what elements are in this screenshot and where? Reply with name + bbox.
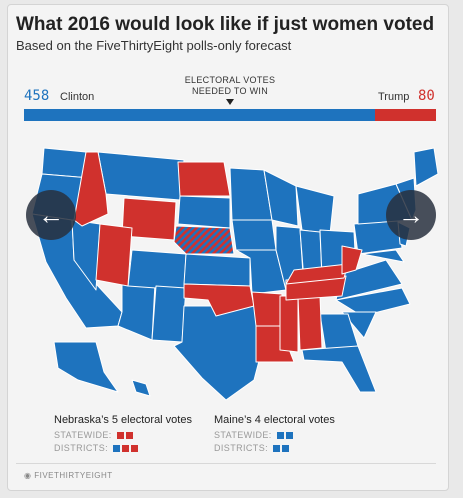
next-slide-button[interactable]: → [386, 190, 436, 240]
arrow-right-icon: → [398, 200, 424, 230]
state-alabama [297, 295, 323, 351]
state-south-carolina [341, 311, 377, 339]
state-wisconsin [263, 169, 299, 227]
trump-votes: 80 [418, 88, 435, 104]
legend-square-trump [116, 432, 124, 440]
state-florida [301, 345, 377, 393]
nebraska-legend-title: Nebraska’s 5 electoral votes [54, 414, 192, 426]
trump-bar-segment [374, 109, 436, 121]
state-maryland [361, 249, 405, 263]
footer-brand: ◉ FIVETHIRTYEIGHT [24, 471, 113, 480]
state-north-dakota [177, 161, 231, 197]
nebraska-district-squares [111, 443, 138, 453]
us-states-map [31, 147, 439, 401]
state-north-carolina [335, 287, 411, 317]
fivethirtyeight-logo-icon: ◉ [24, 471, 32, 480]
nebraska-statewide-squares [115, 430, 133, 440]
nebraska-statewide-row: STATEWIDE: [54, 430, 133, 440]
state-nebraska [173, 225, 235, 255]
state-louisiana [255, 325, 295, 363]
state-alaska [53, 341, 119, 393]
legend-square-clinton [112, 445, 120, 453]
state-nevada [71, 219, 101, 291]
legend-square-clinton [285, 432, 293, 440]
state-south-dakota [177, 195, 231, 229]
legend-square-clinton [281, 445, 289, 453]
clinton-votes: 458 [24, 88, 50, 104]
state-new-mexico [151, 285, 187, 343]
previous-slide-button[interactable]: ← [26, 190, 76, 240]
maine-districts-row: DISTRICTS: [214, 443, 289, 453]
trump-label: Trump [378, 91, 410, 103]
state-west-virginia [341, 245, 363, 275]
state-mississippi [279, 295, 299, 353]
legend-square-clinton [272, 445, 280, 453]
legend-square-clinton [276, 432, 284, 440]
state-oklahoma [183, 283, 255, 317]
state-hawaii [131, 379, 151, 397]
arrow-left-icon: ← [38, 200, 64, 230]
clinton-bar-segment [24, 109, 375, 121]
state-missouri [235, 249, 287, 295]
votes-needed-label: ELECTORAL VOTES NEEDED TO WIN [184, 75, 276, 96]
votes-needed-marker [226, 99, 234, 105]
graphic-title: What 2016 would look like if just women … [16, 14, 435, 35]
state-kentucky [285, 263, 349, 285]
state-arkansas [251, 291, 283, 327]
state-iowa [231, 219, 277, 251]
legend-square-trump [125, 432, 133, 440]
electoral-vote-bar [24, 109, 436, 121]
state-maine [413, 147, 439, 187]
maine-district-squares [271, 443, 289, 453]
clinton-label: Clinton [60, 91, 95, 103]
footer-divider [16, 463, 436, 464]
state-utah [95, 223, 133, 287]
maine-statewide-row: STATEWIDE: [214, 430, 293, 440]
legend-square-trump [130, 445, 138, 453]
maine-statewide-squares [275, 430, 293, 440]
state-montana [97, 151, 185, 201]
state-kansas [183, 253, 251, 287]
state-michigan [295, 185, 335, 235]
maine-legend-title: Maine’s 4 electoral votes [214, 414, 335, 426]
state-colorado [127, 249, 187, 291]
state-texas [173, 305, 265, 401]
graphic-subtitle: Based on the FiveThirtyEight polls-only … [16, 38, 292, 53]
legend-square-trump [121, 445, 129, 453]
nebraska-districts-row: DISTRICTS: [54, 443, 138, 453]
